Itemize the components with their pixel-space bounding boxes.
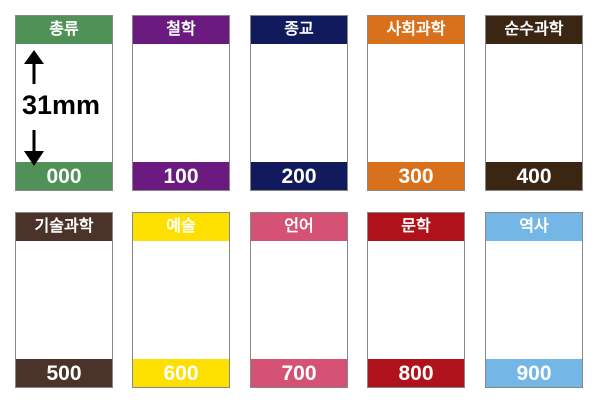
label-card: 언어 700 — [250, 212, 348, 388]
label-code: 400 — [486, 162, 582, 190]
label-code: 600 — [133, 359, 229, 387]
label-code: 100 — [133, 162, 229, 190]
label-card: 종교 200 — [250, 15, 348, 191]
label-title: 언어 — [251, 213, 347, 241]
label-card: 예술 600 — [132, 212, 230, 388]
label-card: 총류 000 31mm — [15, 15, 113, 191]
label-title: 철학 — [133, 16, 229, 44]
label-card: 문학 800 — [367, 212, 465, 388]
label-code: 000 — [16, 162, 112, 190]
label-card: 기술과학 500 — [15, 212, 113, 388]
label-card: 순수과학 400 — [485, 15, 583, 191]
label-card: 철학 100 — [132, 15, 230, 191]
label-code: 700 — [251, 359, 347, 387]
label-card: 역사 900 — [485, 212, 583, 388]
arrow-up-icon — [24, 50, 44, 84]
height-dimension: 31mm — [20, 44, 110, 166]
arrow-down-icon — [24, 130, 44, 166]
label-title: 총류 — [16, 16, 112, 44]
label-title: 예술 — [133, 213, 229, 241]
label-code: 300 — [368, 162, 464, 190]
label-title: 기술과학 — [16, 213, 112, 241]
label-title: 종교 — [251, 16, 347, 44]
label-title: 역사 — [486, 213, 582, 241]
label-title: 문학 — [368, 213, 464, 241]
label-code: 900 — [486, 359, 582, 387]
label-code: 200 — [251, 162, 347, 190]
dimension-label: 31mm — [22, 90, 101, 120]
label-title: 순수과학 — [486, 16, 582, 44]
label-title: 사회과학 — [368, 16, 464, 44]
label-code: 800 — [368, 359, 464, 387]
label-code: 500 — [16, 359, 112, 387]
label-card: 사회과학 300 — [367, 15, 465, 191]
